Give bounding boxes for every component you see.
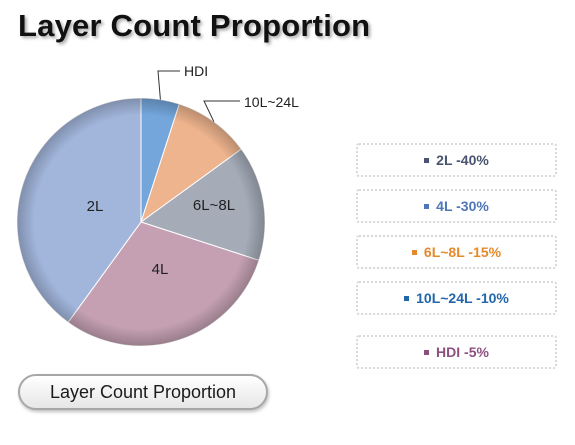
legend-item-10l-24l: 10L~24L -10% <box>356 281 557 315</box>
legend-bullet <box>424 203 430 209</box>
legend-label: 6L~8L -15% <box>423 244 502 260</box>
pie-labels: HDI 10L~24L 6L~8L 4L 2L <box>87 63 299 278</box>
legend-label: HDI -5% <box>436 344 489 360</box>
legend-bullet <box>404 295 410 301</box>
page-title: Layer Count Proportion <box>18 8 371 43</box>
legend-item-6l-8l: 6L~8L -15% <box>356 235 557 269</box>
pie-slices <box>16 97 266 347</box>
legend-label: 10L~24L -10% <box>416 290 509 306</box>
legend-bullet <box>424 157 430 163</box>
slice-label-2l: 2L <box>87 198 104 215</box>
layer-count-proportion-button[interactable]: Layer Count Proportion <box>18 374 268 410</box>
slice-label-4l: 4L <box>152 261 169 278</box>
slice-label-10l-24l: 10L~24L <box>244 94 299 110</box>
legend-bullet <box>411 249 417 255</box>
legend-item-4l: 4L -30% <box>356 189 557 223</box>
leader-line-hdi <box>157 70 180 100</box>
legend-item-2l: 2L -40% <box>356 143 557 177</box>
legend-item-hdi: HDI -5% <box>356 335 557 369</box>
legend-label: 4L -30% <box>436 198 489 214</box>
slice-label-6l-8l: 6L~8L <box>193 197 235 214</box>
legend-bullet <box>424 349 430 355</box>
legend-label: 2L -40% <box>436 152 489 168</box>
slice-label-hdi: HDI <box>184 63 208 79</box>
leader-line-10l-24l <box>203 100 240 122</box>
